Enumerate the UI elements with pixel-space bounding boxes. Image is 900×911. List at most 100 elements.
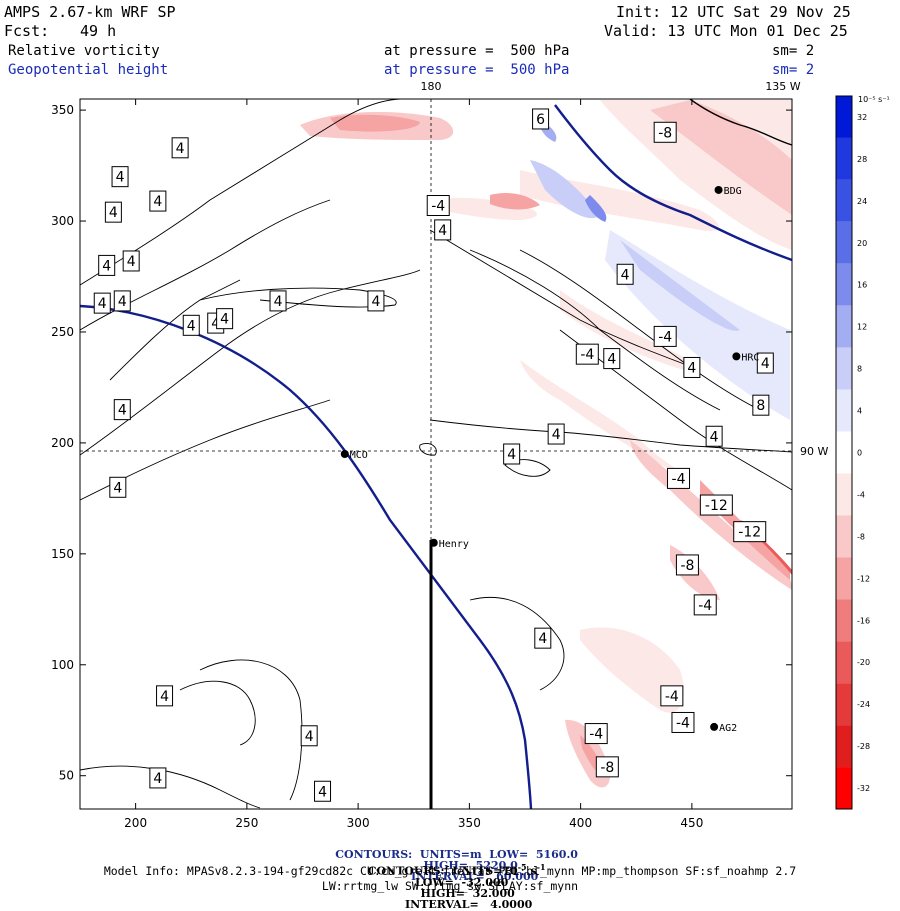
x-axis: 200 250 300 350 400 450 [124, 99, 703, 830]
contour-line [80, 765, 261, 809]
contour-label-box [699, 494, 733, 516]
plot-frame [79, 98, 793, 810]
contour-label-box [660, 685, 684, 707]
contour-label: 4 [187, 318, 196, 334]
contour-label-box [269, 290, 287, 312]
station-marker [340, 450, 349, 458]
y-tick-label: 50 [59, 769, 74, 783]
colorbar-swatch [836, 473, 852, 516]
colorbar-tick-label: -20 [857, 658, 870, 667]
contour-label: 4 [98, 296, 107, 312]
vorticity-positive-core [585, 195, 607, 222]
station-marker [429, 538, 438, 547]
colorbar-tick-label: 8 [857, 365, 862, 374]
colorbar-swatch [836, 305, 852, 348]
smoothing-vorticity: sm= 2 [772, 43, 815, 59]
colorbar-tick-label: -28 [857, 742, 870, 751]
contour-label-box [503, 443, 521, 465]
contour-line [429, 229, 701, 371]
contour-label: 4 [371, 294, 380, 310]
vorticity-negative-region [580, 627, 684, 713]
height-contour [80, 304, 533, 809]
station-marker [710, 722, 719, 731]
colorbar-swatch [836, 263, 852, 306]
vorticity-negative-core [490, 193, 540, 210]
contour-label-box [216, 308, 234, 330]
smoothing-geopotential: sm= 2 [772, 62, 815, 78]
contour-label-box [693, 594, 717, 616]
colorbar-tick-label: -16 [857, 616, 870, 625]
contour-label: 4 [761, 356, 770, 372]
contour-label-box [122, 250, 140, 272]
contour-label-box [426, 195, 450, 216]
contour-label: -8 [680, 558, 694, 574]
contour-label: 8 [756, 398, 765, 414]
contour-line [199, 287, 397, 308]
contour-label: -4 [580, 347, 594, 363]
contour-label-box [149, 767, 167, 789]
y-tick-label: 300 [51, 214, 74, 228]
colorbar-swatch [836, 347, 852, 390]
colorbar-tick-label: 32 [857, 113, 867, 122]
colorbar-tick-label: 20 [857, 239, 867, 248]
contour-label: 4 [538, 631, 547, 647]
colorbar-swatch [836, 641, 852, 684]
stations: MCO Henry BDG HRC AG2 [340, 185, 759, 734]
contour-line [419, 443, 437, 456]
station-marker [732, 352, 741, 361]
contour-label: 4 [710, 429, 719, 445]
contour-label-box [93, 292, 111, 314]
x-tick-label: 350 [458, 816, 481, 830]
contour-label: 4 [116, 170, 125, 186]
forecast-label: Fcst: [4, 22, 50, 40]
station-label: MCO [350, 450, 368, 461]
contour-label-box [149, 190, 167, 212]
colorbar-tick-label: 0 [857, 449, 862, 458]
contour-label: 4 [160, 689, 169, 705]
contour-label: -4 [589, 727, 603, 743]
x-tick-label: 450 [680, 816, 703, 830]
contour-label-box [733, 521, 767, 543]
contour-label-box [752, 394, 770, 416]
contour-label: 4 [318, 784, 327, 800]
colorbar-swatch [836, 683, 852, 726]
contour-label: 4 [552, 427, 561, 443]
vorticity-negative-region [560, 290, 698, 372]
contour-label-box [314, 780, 332, 802]
colorbar-swatch [836, 599, 852, 642]
contour-label-box [705, 425, 723, 447]
forecast-hour: 49 h [80, 22, 117, 40]
station-label: BDG [724, 186, 742, 197]
contour-label: 4 [305, 729, 314, 745]
x-tick-label: 250 [235, 816, 258, 830]
contour-label-box [653, 325, 677, 347]
contour-label: 4 [607, 352, 616, 368]
vorticity-positive-region [530, 160, 600, 219]
vorticity-negative-region [650, 100, 792, 215]
y-tick-label: 250 [51, 325, 74, 339]
colorbar-swatch [836, 389, 852, 432]
colorbar-unit: 10⁻⁵ s⁻¹ [858, 95, 890, 104]
contour-label: -4 [698, 598, 712, 614]
pressure-vorticity: at pressure = 500 hPa [384, 43, 570, 59]
footer-height-contours: CONTOURS: UNITS=m LOW= 5160.0 HIGH= 5220… [335, 848, 578, 883]
station-label: HRC [741, 352, 759, 363]
height-contour [554, 104, 792, 262]
valid-time: Valid: 13 UTC Mon 01 Dec 25 [604, 22, 848, 40]
contour-label-box [675, 554, 699, 576]
contour-label: -12 [705, 498, 728, 514]
vorticity-positive-core [620, 240, 740, 331]
y-tick-label: 200 [51, 436, 74, 450]
contour-label-box [156, 685, 174, 707]
model-title: AMPS 2.67-km WRF SP [4, 3, 176, 21]
contour-label-box [534, 627, 552, 649]
contour-label-box [653, 121, 677, 143]
contour-label-box [547, 423, 565, 445]
contour-label-box [113, 399, 131, 421]
contour-label-box [683, 356, 701, 378]
contour-label: 4 [176, 141, 185, 157]
contour-label: -4 [676, 715, 690, 731]
contour-label: 4 [153, 771, 162, 787]
